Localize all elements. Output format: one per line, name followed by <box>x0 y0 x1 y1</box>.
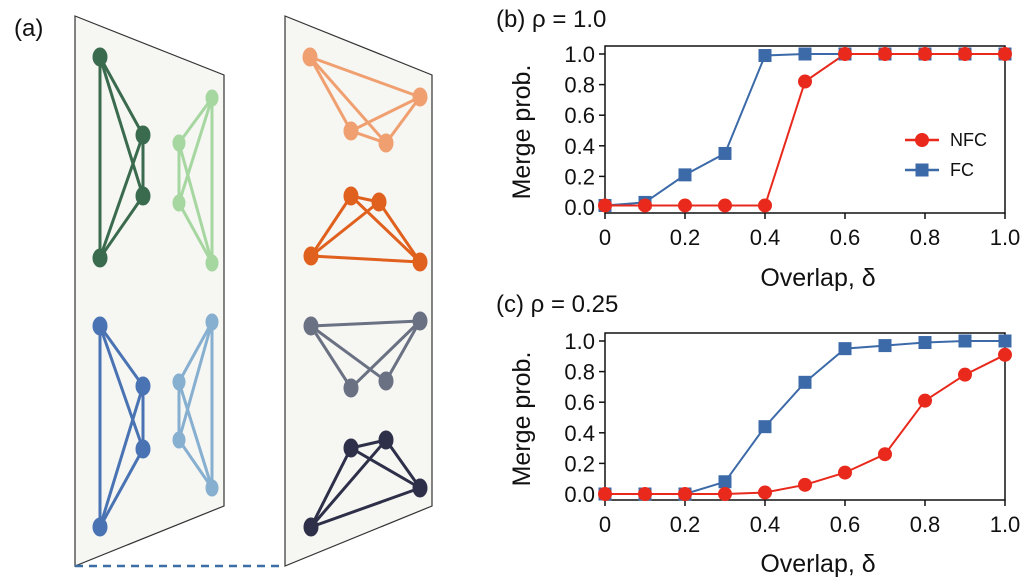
chart-b-point-nfc <box>678 198 692 213</box>
chart-b-point-nfc <box>878 47 892 61</box>
chart-c-point-nfc <box>678 487 692 501</box>
network-dark-navy <box>303 430 428 537</box>
panel-a-label: (a) <box>14 15 43 42</box>
chart-b-point-nfc <box>598 198 612 213</box>
chart-c-ylabel: Merge prob. <box>508 352 536 487</box>
chart-b-title: (b) ρ = 1.0 <box>496 6 606 33</box>
chart-c-point-nfc <box>798 477 812 492</box>
chart-c-xtick-label: 0.8 <box>910 512 941 537</box>
chart-c-ytick-label: 1.0 <box>564 329 595 354</box>
chart-b-point-nfc <box>838 47 852 61</box>
chart-c-point-fc <box>798 375 812 389</box>
chart-c-axes <box>604 332 1006 501</box>
chart-c-point-nfc <box>838 465 852 480</box>
network-dark-green <box>92 47 151 268</box>
chart-b-xtick-label: 1.0 <box>990 225 1021 250</box>
chart-b-point-fc <box>718 146 732 160</box>
chart-c-point-nfc <box>998 347 1012 362</box>
chart-c-xtick-label: 0 <box>599 512 611 537</box>
chart-b-frame <box>604 45 1006 214</box>
chart-b-point-nfc <box>638 198 652 213</box>
chart-b-xtick-label: 0 <box>599 225 611 250</box>
chart-b-ylabel: Merge prob. <box>508 65 536 200</box>
chart-b-point-fc <box>798 47 812 61</box>
chart-b-point-nfc <box>918 47 932 61</box>
right-plane <box>284 15 433 567</box>
chart-c-point-fc <box>878 339 892 353</box>
network-light-orange <box>302 47 428 153</box>
chart-b-point-fc <box>758 49 772 63</box>
chart-c-line-nfc <box>605 353 1006 495</box>
network-light-green <box>172 89 219 272</box>
chart-b-point-nfc <box>958 47 972 61</box>
chart-c: (c) ρ = 0.25 0 0.2 0.4 0.6 0.8 1.0 0.0 0.2 0.4 0.… <box>496 291 1020 578</box>
chart-c-ytick-label: 0.4 <box>564 421 595 446</box>
chart-b-point-nfc <box>998 47 1012 61</box>
chart-b-series <box>598 47 1012 213</box>
chart-c-point-nfc <box>878 447 892 462</box>
chart-c-point-fc <box>838 342 852 356</box>
panel-a: (a) <box>14 15 433 568</box>
chart-c-point-nfc <box>638 487 652 501</box>
chart-b-xtick-label: 0.2 <box>670 225 701 250</box>
chart-c-ytick-label: 0.8 <box>564 360 595 385</box>
chart-c-point-nfc <box>758 485 772 500</box>
chart-c-point-nfc <box>918 393 932 408</box>
chart-b-xlabel: Overlap, δ <box>760 264 875 292</box>
network-gray <box>303 311 428 398</box>
chart-b-point-nfc <box>718 198 732 213</box>
chart-b-legend-label-nfc: NFC <box>950 130 987 150</box>
chart-b-ytick-label: 0.8 <box>564 73 595 98</box>
chart-b-legend-label-fc: FC <box>950 160 974 180</box>
chart-c-line-fc <box>605 340 1005 495</box>
chart-c-point-nfc <box>718 487 732 501</box>
chart-b-ticks: 0 0.2 0.4 0.6 0.8 1.0 0.0 0.2 0.4 0.6 0.8 1.0 <box>564 42 1020 250</box>
chart-b-point-nfc <box>798 74 812 89</box>
chart-c-frame <box>604 332 1006 501</box>
chart-c-xtick-label: 0.4 <box>750 512 781 537</box>
chart-c-xtick-label: 1.0 <box>990 512 1021 537</box>
left-plane <box>74 15 225 567</box>
chart-b-xtick-label: 0.4 <box>750 225 781 250</box>
chart-c-point-fc <box>918 336 932 350</box>
chart-b-ytick-label: 0.6 <box>564 103 595 128</box>
chart-c-point-fc <box>998 334 1012 348</box>
chart-c-ytick-label: 0.2 <box>564 451 595 476</box>
chart-c-point-fc <box>758 420 772 434</box>
chart-c-series <box>598 334 1012 501</box>
chart-b-xtick-label: 0.6 <box>830 225 861 250</box>
chart-b-point-nfc <box>758 198 772 213</box>
chart-c-ytick-label: 0.0 <box>564 482 595 507</box>
chart-c-ticks: 0 0.2 0.4 0.6 0.8 1.0 0.0 0.2 0.4 0.6 0.8 1.0 <box>564 329 1020 537</box>
network-dark-orange <box>303 186 428 272</box>
network-blue <box>92 316 151 537</box>
chart-c-point-nfc <box>958 367 972 382</box>
chart-c-xtick-label: 0.6 <box>830 512 861 537</box>
chart-b-ytick-label: 0.2 <box>564 164 595 189</box>
chart-b-legend-marker-fc <box>915 163 929 177</box>
chart-c-point-nfc <box>598 487 612 501</box>
chart-b-point-fc <box>678 168 692 182</box>
chart-c-point-fc <box>958 334 972 348</box>
chart-b-legend: NFC FC <box>905 130 987 180</box>
chart-c-title: (c) ρ = 0.25 <box>496 291 618 318</box>
chart-b-legend-marker-nfc <box>915 133 929 147</box>
chart-c-xtick-label: 0.2 <box>670 512 701 537</box>
chart-c-ytick-label: 0.6 <box>564 390 595 415</box>
chart-b-axes <box>604 45 1006 214</box>
chart-c-point-fc <box>718 475 732 489</box>
chart-b-xtick-label: 0.8 <box>910 225 941 250</box>
chart-c-xlabel: Overlap, δ <box>760 550 875 578</box>
chart-b-ytick-label: 0.4 <box>564 134 595 159</box>
chart-b-ytick-label: 1.0 <box>564 42 595 67</box>
chart-b-ytick-label: 0.0 <box>564 195 595 220</box>
chart-b: (b) ρ = 1.0 0 0.2 0.4 0.6 0.8 1.0 0.0 0.2 0.4 0.6… <box>496 6 1020 292</box>
network-light-blue <box>172 313 219 497</box>
